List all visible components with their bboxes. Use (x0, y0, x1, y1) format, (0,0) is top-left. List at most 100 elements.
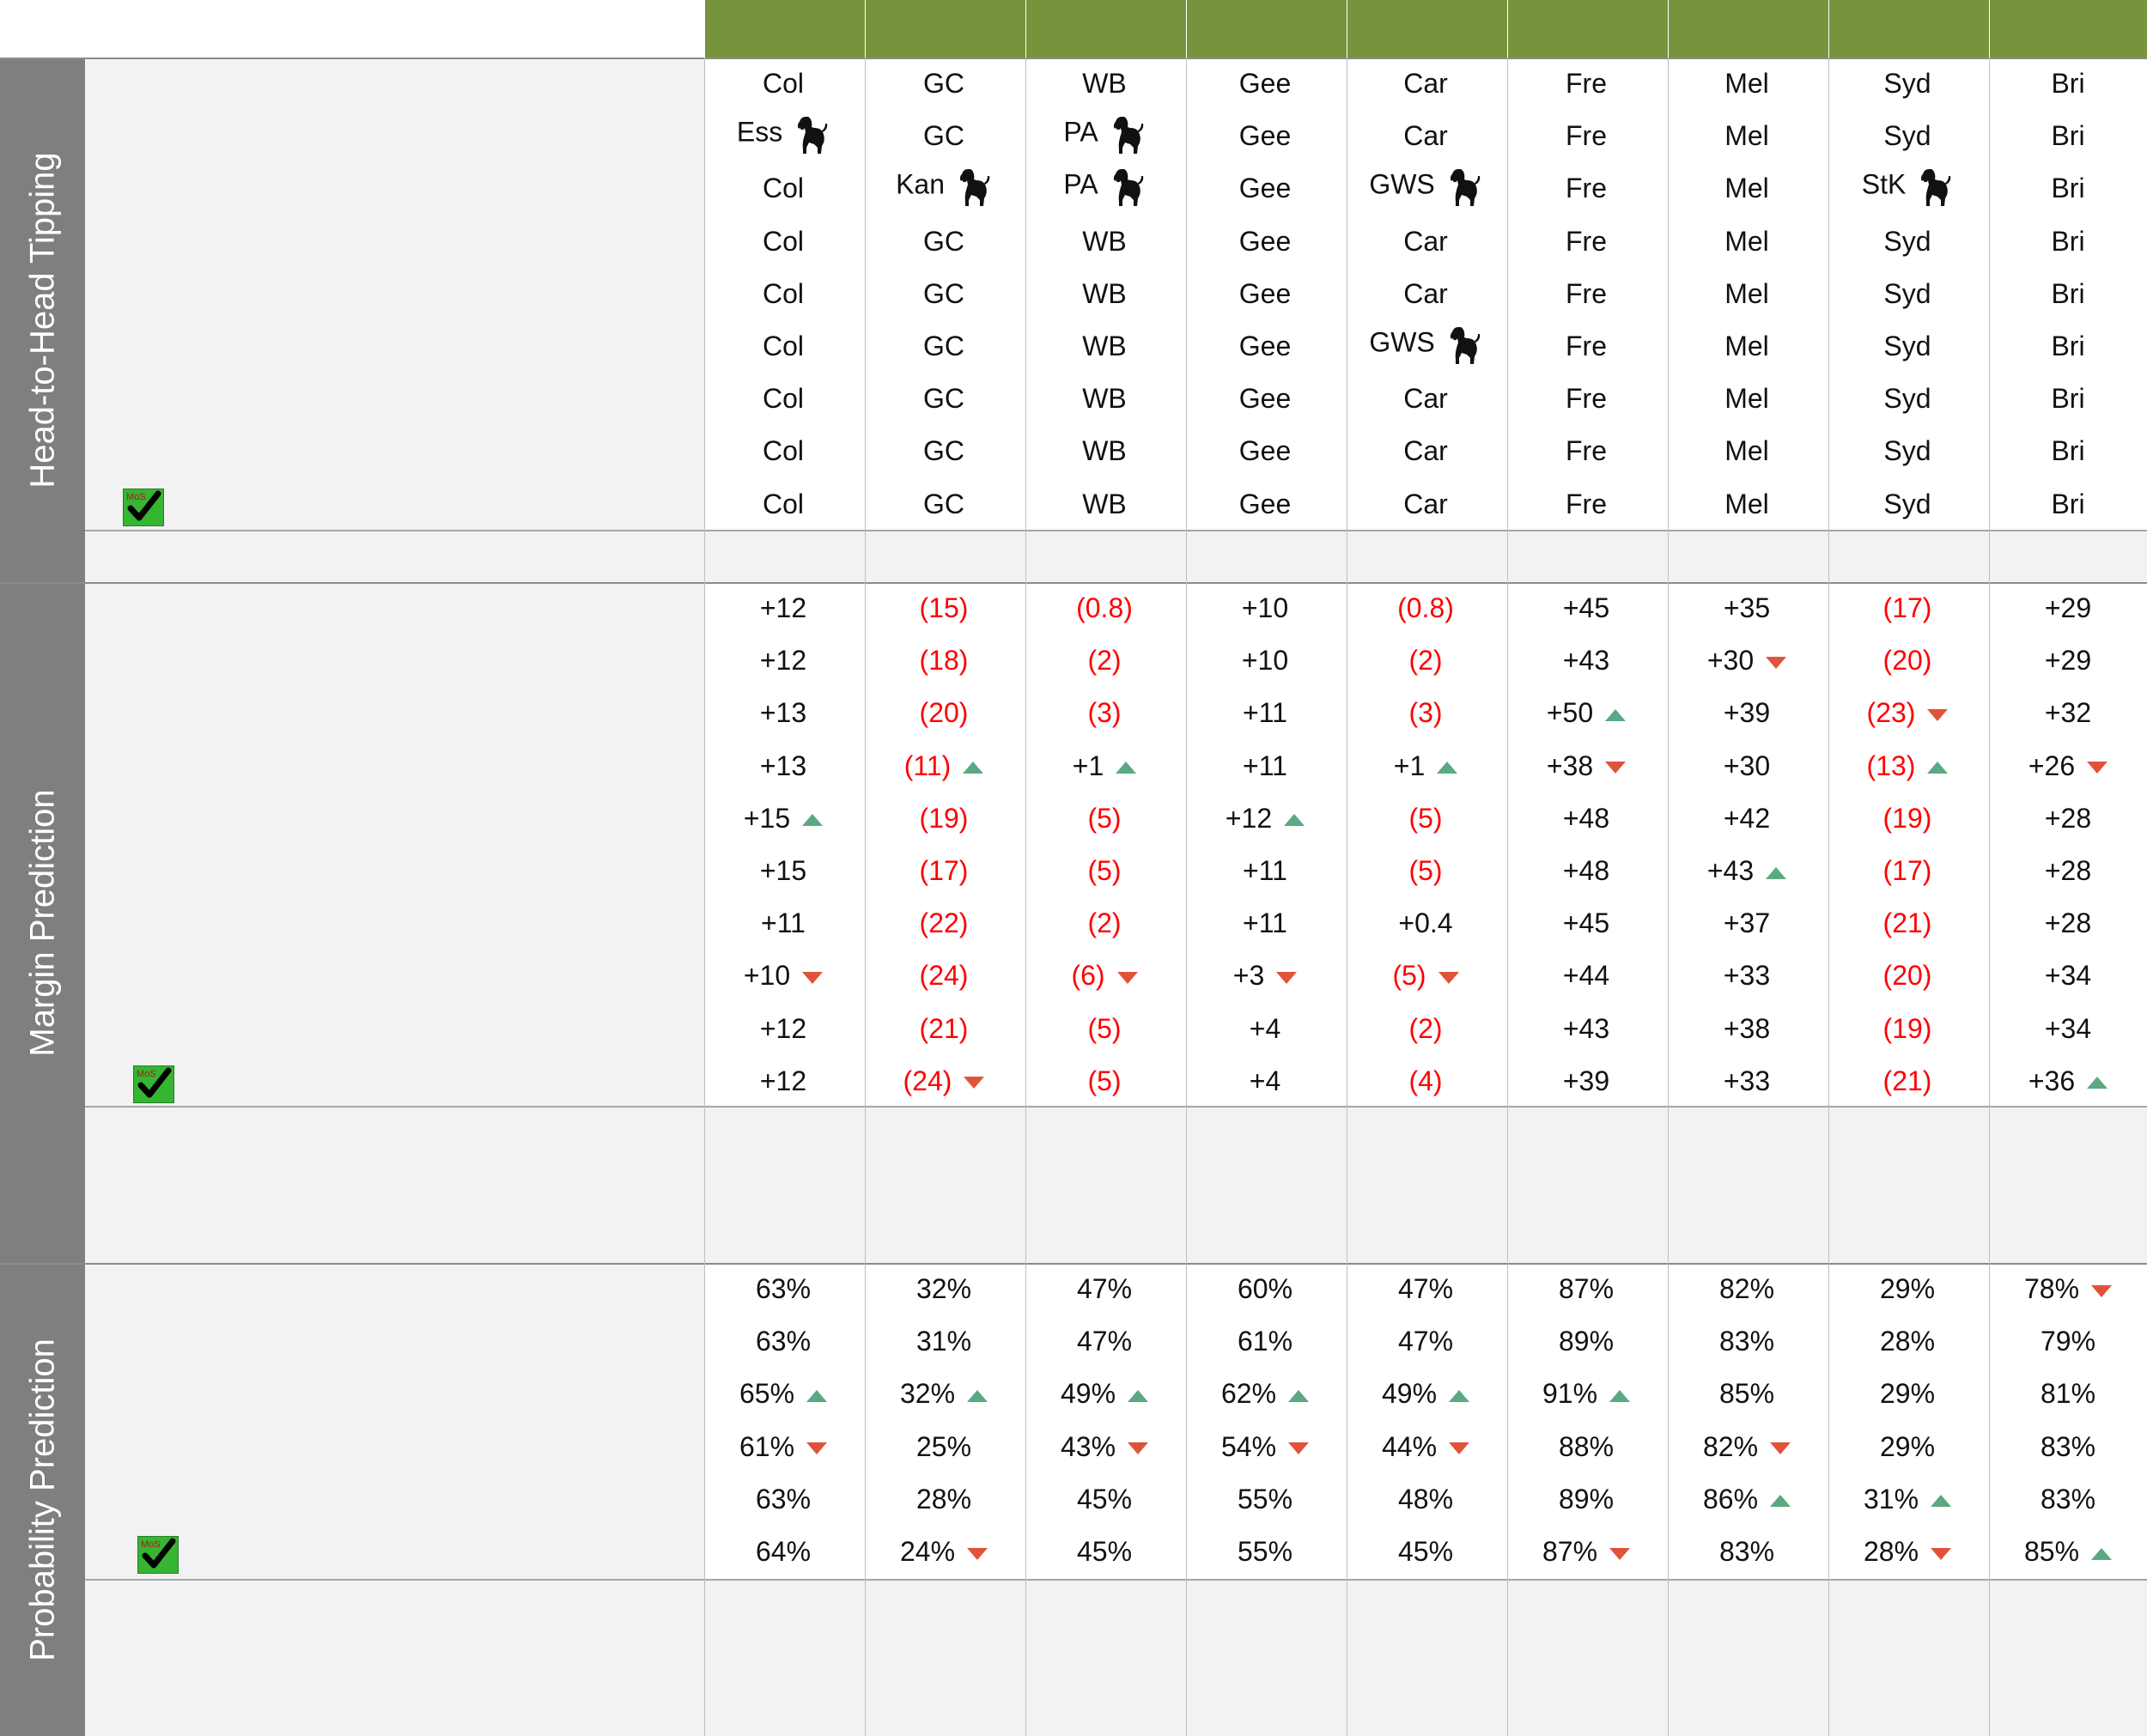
value-text: (20) (1882, 645, 1932, 677)
value-text: +38 (1546, 750, 1594, 781)
down-triangle-icon (1276, 971, 1298, 984)
match-header (1507, 0, 1668, 58)
cell-value: 79% (1989, 1326, 2147, 1357)
down-triangle-icon (2087, 762, 2108, 774)
cell-value: +38 (1507, 750, 1665, 782)
cell-value: Kan (865, 166, 1023, 207)
column-divider (1186, 58, 1187, 1736)
tip-text: Bri (2051, 331, 2085, 361)
tip-text: GC (923, 277, 964, 309)
value-text: 83% (2040, 1483, 2096, 1514)
cell-value: Gee (1186, 173, 1344, 204)
value-text: +12 (759, 1012, 807, 1044)
cell-value: StK (1828, 166, 1986, 207)
value-text: (5) (1087, 1065, 1122, 1096)
value-text: 63% (755, 1273, 812, 1304)
cell-value: GWS (1347, 166, 1505, 207)
up-triangle-icon (1927, 762, 1949, 774)
value-text: (13) (1866, 750, 1916, 781)
check-icon: MoS (133, 1065, 174, 1103)
tip-text: Fre (1566, 488, 1607, 519)
cell-value: +29 (1989, 645, 2147, 677)
tip-text: Syd (1883, 68, 1931, 99)
cell-value: +42 (1668, 803, 1826, 835)
cell-value: +44 (1507, 960, 1665, 992)
value-text: +12 (759, 645, 807, 677)
value-text: 87% (1558, 1273, 1615, 1304)
cell-value: (18) (865, 645, 1023, 677)
dog-icon (1450, 169, 1480, 207)
value-text: +10 (1241, 592, 1289, 623)
tip-text: Bri (2051, 120, 2085, 152)
value-text: 49% (1060, 1378, 1116, 1410)
value-text: (2) (1087, 907, 1122, 939)
cell-value: +10 (1186, 645, 1344, 677)
cell-value: Col (704, 68, 862, 100)
column-divider (704, 58, 705, 1736)
value-text: 55% (1237, 1483, 1293, 1514)
value-text: 31% (915, 1326, 972, 1357)
value-text: (3) (1408, 697, 1443, 729)
value-text: (3) (1087, 697, 1122, 729)
tip-text: Bri (2051, 383, 2085, 415)
cell-value: 81% (1989, 1378, 2147, 1410)
cell-value: +12 (704, 645, 862, 677)
value-text: 85% (1718, 1378, 1775, 1410)
up-triangle-icon (1288, 1389, 1310, 1402)
tip-text: Gee (1238, 488, 1292, 519)
cell-value: Col (704, 383, 862, 415)
value-text: (24) (903, 1065, 952, 1096)
cell-value: 45% (1025, 1536, 1183, 1568)
cell-value: 87% (1507, 1536, 1665, 1568)
value-text: 55% (1237, 1536, 1293, 1567)
cell-value: +37 (1668, 907, 1826, 939)
section-title: Probability Prediction (0, 1263, 85, 1736)
cell-value: +30 (1668, 750, 1826, 782)
cell-value: +10 (1186, 592, 1344, 624)
cell-value: 65% (704, 1378, 862, 1410)
cell-value: Gee (1186, 120, 1344, 152)
cell-value: +43 (1668, 855, 1826, 887)
cell-value: 32% (865, 1378, 1023, 1410)
cell-value: 28% (1828, 1326, 1986, 1357)
cell-value: (5) (1025, 855, 1183, 887)
section-title: Head-to-Head Tipping (0, 58, 85, 582)
cell-value: (24) (865, 1065, 1023, 1097)
match-header (1989, 0, 2147, 58)
cell-value: +28 (1989, 907, 2147, 939)
value-text: 45% (1076, 1483, 1133, 1514)
value-text: +48 (1562, 855, 1610, 886)
tip-text: Kan (896, 168, 946, 200)
cell-value: +12 (1186, 803, 1344, 835)
up-triangle-icon (1437, 762, 1458, 774)
tip-text: Bri (2051, 277, 2085, 309)
cell-value: +4 (1186, 1013, 1344, 1045)
value-text: +11 (1243, 750, 1287, 781)
tip-text: Gee (1238, 225, 1292, 257)
cell-value: (3) (1347, 697, 1505, 729)
cell-value: Syd (1828, 120, 1986, 152)
cell-value: 45% (1347, 1536, 1505, 1568)
value-text: +34 (2044, 960, 2092, 992)
value-text: 28% (1879, 1326, 1936, 1357)
value-text: +0.4 (1398, 907, 1453, 939)
value-text: +36 (2028, 1065, 2076, 1096)
cell-value: Syd (1828, 383, 1986, 415)
cell-value: +0.4 (1347, 907, 1505, 939)
value-text: +29 (2044, 645, 2092, 677)
tip-text: Bri (2051, 68, 2085, 99)
section-title-text: Margin Prediction (23, 788, 61, 1057)
cell-value: Fre (1507, 435, 1665, 467)
value-text: (4) (1408, 1065, 1443, 1096)
cell-value: 28% (865, 1484, 1023, 1515)
value-text: +4 (1249, 1065, 1281, 1096)
tip-text: WB (1082, 225, 1127, 257)
cell-value: 85% (1989, 1536, 2147, 1568)
cell-value: Car (1347, 435, 1505, 467)
down-triangle-icon (806, 1442, 828, 1455)
cell-value: WB (1025, 278, 1183, 310)
value-text: +42 (1723, 802, 1771, 834)
value-text: 83% (1718, 1326, 1775, 1357)
up-triangle-icon (1609, 1389, 1631, 1402)
cell-value: (19) (1828, 803, 1986, 835)
